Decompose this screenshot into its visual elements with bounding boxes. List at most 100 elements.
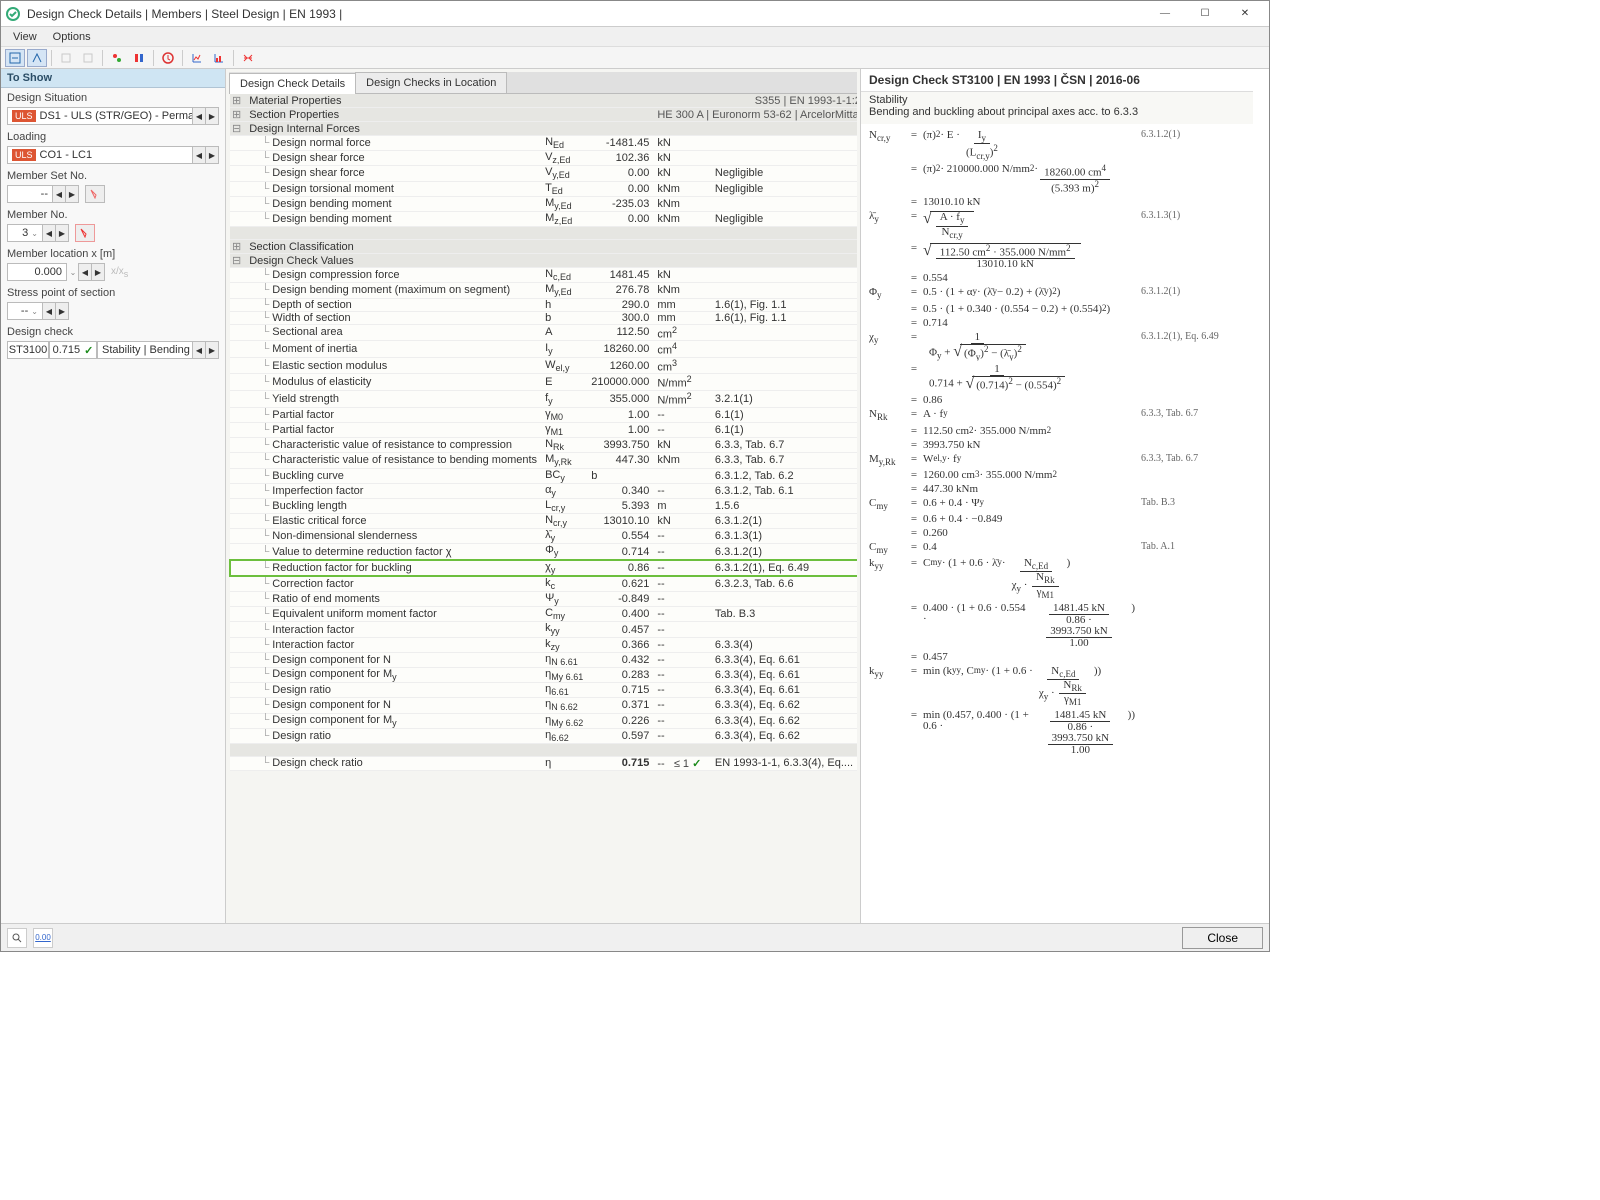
next-button[interactable]: ▶ <box>91 263 105 281</box>
close-button[interactable]: Close <box>1182 927 1263 949</box>
grid-row[interactable]: └ Reduction factor for bucklingχy0.86--6… <box>230 560 857 576</box>
design-check-ratio: 0.715 ✓ <box>49 341 97 359</box>
pick-button[interactable] <box>85 185 105 203</box>
grid-row[interactable]: └ Ratio of end momentsΨy-0.849-- <box>230 592 857 607</box>
grid-row[interactable]: └ Design bending momentMz,Ed0.00kNmNegli… <box>230 211 857 226</box>
grid-row[interactable]: └ Design bending momentMy,Ed-235.03kNm <box>230 196 857 211</box>
footer-zoom-icon[interactable] <box>7 928 27 948</box>
grid-row[interactable]: └ Yield strengthfy355.000N/mm23.2.1(1) <box>230 391 857 408</box>
member-set-label: Member Set No. <box>7 170 219 182</box>
grid-row[interactable]: └ Design shear forceVy,Ed0.00kNNegligibl… <box>230 166 857 181</box>
design-situation-field[interactable]: ULS DS1 - ULS (STR/GEO) - Permanent ... <box>7 107 193 125</box>
right-header: Design Check ST3100 | EN 1993 | ČSN | 20… <box>861 69 1253 92</box>
sidebar: To Show Design Situation ULS DS1 - ULS (… <box>1 69 226 923</box>
next-button[interactable]: ▶ <box>65 185 79 203</box>
grid-row[interactable]: └ Elastic section modulusWel,y1260.00cm3 <box>230 357 857 374</box>
prev-button[interactable]: ◀ <box>42 302 56 320</box>
stress-point-value[interactable]: -- ⌄ <box>7 302 43 320</box>
grid-row[interactable]: └ Value to determine reduction factor χΦ… <box>230 544 857 560</box>
grid-section[interactable]: ⊞Material PropertiesS355 | EN 1993-1-1:2… <box>230 94 857 108</box>
grid-row[interactable]: └ Sectional areaA112.50cm2 <box>230 324 857 341</box>
footer-ratio-icon[interactable]: 0.00 <box>33 928 53 948</box>
grid-row[interactable]: └ Non-dimensional slendernessλ̄y0.554--6… <box>230 529 857 544</box>
grid-row[interactable]: └ Buckling curveBCyb6.3.1.2, Tab. 6.2 <box>230 468 857 483</box>
next-button[interactable]: ▶ <box>205 341 219 359</box>
grid-row[interactable]: └ Characteristic value of resistance to … <box>230 438 857 453</box>
grid-row[interactable]: └ Design ratioη6.620.597--6.3.3(4), Eq. … <box>230 728 857 743</box>
grid-row[interactable]: └ Depth of sectionh290.0mm1.6(1), Fig. 1… <box>230 298 857 311</box>
maximize-button[interactable]: ☐ <box>1185 2 1225 26</box>
grid-section[interactable]: ⊟Design Internal Forces <box>230 122 857 136</box>
grid-row[interactable]: └ Design component for NηN 6.620.371--6.… <box>230 698 857 713</box>
check-icon: ✓ <box>84 344 93 357</box>
member-no-value[interactable]: 3 ⌄ <box>7 224 43 242</box>
prev-button[interactable]: ◀ <box>52 185 66 203</box>
tool-1[interactable] <box>5 49 25 67</box>
next-button[interactable]: ▶ <box>55 224 69 242</box>
prev-button[interactable]: ◀ <box>192 341 206 359</box>
grid-row[interactable]: └ Design component for NηN 6.610.432--6.… <box>230 652 857 667</box>
design-check-code[interactable]: ST3100 <box>7 341 49 359</box>
tool-7[interactable] <box>158 49 178 67</box>
window-title: Design Check Details | Members | Steel D… <box>27 7 1145 21</box>
member-set-value[interactable]: -- <box>7 185 53 203</box>
close-window-button[interactable]: ✕ <box>1225 2 1265 26</box>
grid-row[interactable]: └ Correction factorkc0.621--6.3.2.3, Tab… <box>230 576 857 592</box>
member-loc-label: Member location x [m] <box>7 248 219 260</box>
tool-6[interactable] <box>129 49 149 67</box>
prev-button[interactable]: ◀ <box>192 146 206 164</box>
loading-text: CO1 - LC1 <box>40 149 93 161</box>
tool-10[interactable] <box>238 49 258 67</box>
member-loc-value[interactable]: 0.000 <box>7 263 67 281</box>
grid-row[interactable]: └ Elastic critical forceNcr,y13010.10kN6… <box>230 514 857 529</box>
grid-row[interactable]: └ Design component for MyηMy 6.610.283--… <box>230 667 857 682</box>
grid-section[interactable]: ⊟Design Check Values <box>230 254 857 268</box>
next-button[interactable]: ▶ <box>205 107 219 125</box>
member-no-label: Member No. <box>7 209 219 221</box>
tool-5[interactable] <box>107 49 127 67</box>
grid-row[interactable]: └ Design shear forceVz,Ed102.36kN <box>230 151 857 166</box>
grid-row[interactable]: └ Interaction factorkzy0.366--6.3.3(4) <box>230 637 857 652</box>
grid-row[interactable]: └ Design compression forceNc,Ed1481.45kN <box>230 268 857 283</box>
grid-row[interactable]: └ Interaction factorkyy0.457-- <box>230 622 857 637</box>
grid-row[interactable]: └ Partial factorγM11.00--6.1(1) <box>230 422 857 437</box>
grid-row[interactable]: └ Design ratioη6.610.715--6.3.3(4), Eq. … <box>230 683 857 698</box>
tool-2[interactable] <box>27 49 47 67</box>
x-ratio-label: x/xs <box>111 266 128 279</box>
grid-row[interactable]: └ Imperfection factorαy0.340--6.3.1.2, T… <box>230 483 857 498</box>
grid-section[interactable]: ⊞Section PropertiesHE 300 A | Euronorm 5… <box>230 108 857 122</box>
design-check-label: Design check <box>7 326 219 338</box>
grid-row[interactable]: └ Design component for MyηMy 6.620.226--… <box>230 713 857 728</box>
grid-row[interactable]: └ Width of sectionb300.0mm1.6(1), Fig. 1… <box>230 311 857 324</box>
design-situation-text: DS1 - ULS (STR/GEO) - Permanent ... <box>40 110 193 122</box>
grid-final-row[interactable]: └ Design check ratioη0.715-- ≤ 1 ✓EN 199… <box>230 756 857 770</box>
grid-row[interactable]: └ Moment of inertiaIy18260.00cm4 <box>230 341 857 358</box>
titlebar: Design Check Details | Members | Steel D… <box>1 1 1269 27</box>
pick-button[interactable] <box>75 224 95 242</box>
grid-row[interactable]: └ Buckling lengthLcr,y5.393m1.5.6 <box>230 498 857 513</box>
grid-row[interactable]: └ Modulus of elasticityE210000.000N/mm2 <box>230 374 857 391</box>
tab-location[interactable]: Design Checks in Location <box>355 72 507 93</box>
prev-button[interactable]: ◀ <box>78 263 92 281</box>
grid-row[interactable]: └ Partial factorγM01.00--6.1(1) <box>230 407 857 422</box>
tool-9[interactable] <box>209 49 229 67</box>
menu-options[interactable]: Options <box>45 29 99 45</box>
next-button[interactable]: ▶ <box>55 302 69 320</box>
uls-tag: ULS <box>12 110 36 122</box>
grid-row[interactable]: └ Design torsional momentTEd0.00kNmNegli… <box>230 181 857 196</box>
menu-view[interactable]: View <box>5 29 45 45</box>
design-check-desc[interactable]: Stability | Bending a... <box>97 341 193 359</box>
grid-section[interactable]: ⊞Section Classification <box>230 240 857 254</box>
prev-button[interactable]: ◀ <box>192 107 206 125</box>
loading-field[interactable]: ULS CO1 - LC1 <box>7 146 193 164</box>
tool-8[interactable] <box>187 49 207 67</box>
next-button[interactable]: ▶ <box>205 146 219 164</box>
tool-3 <box>56 49 76 67</box>
grid-row[interactable]: └ Design bending moment (maximum on segm… <box>230 283 857 298</box>
grid-row[interactable]: └ Design normal forceNEd-1481.45kN <box>230 136 857 151</box>
prev-button[interactable]: ◀ <box>42 224 56 242</box>
minimize-button[interactable]: — <box>1145 2 1185 26</box>
grid-row[interactable]: └ Characteristic value of resistance to … <box>230 453 857 468</box>
tab-details[interactable]: Design Check Details <box>229 73 356 94</box>
grid-row[interactable]: └ Equivalent uniform moment factorCmy0.4… <box>230 607 857 622</box>
